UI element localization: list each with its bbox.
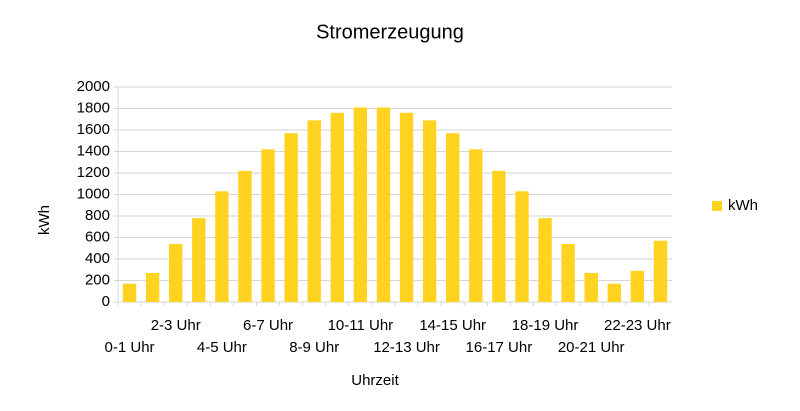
bar: [169, 243, 183, 302]
y-tick-label: 800: [85, 207, 110, 224]
bar: [515, 191, 529, 302]
x-tick-label: 20-21 Uhr: [558, 339, 625, 356]
bar: [215, 191, 229, 302]
bar: [122, 283, 137, 302]
y-tick-label: 1200: [77, 164, 110, 181]
x-tick-label: 0-1 Uhr: [105, 339, 155, 356]
bar: [538, 218, 552, 302]
y-tick-label: 400: [85, 250, 110, 267]
bar: [561, 243, 575, 302]
x-tick-label: 2-3 Uhr: [151, 317, 201, 334]
bar: [376, 107, 391, 302]
bar: [492, 170, 506, 302]
y-tick-label: 0: [102, 293, 110, 310]
bar: [145, 272, 160, 302]
bar: [469, 149, 483, 302]
y-tick-label: 200: [85, 271, 110, 288]
bar: [446, 133, 460, 302]
y-tick-label: 1400: [77, 142, 110, 159]
y-tick-label: 600: [85, 228, 110, 245]
bar: [238, 170, 252, 302]
bar: [353, 107, 368, 302]
x-tick-label: 6-7 Uhr: [243, 317, 293, 334]
x-tick-label: 4-5 Uhr: [197, 339, 247, 356]
bar: [307, 120, 321, 302]
bar: [584, 272, 598, 302]
x-tick-label: 22-23 Uhr: [604, 317, 671, 334]
chart-title: Stromerzeugung: [316, 21, 464, 43]
bar: [422, 120, 437, 302]
bar: [192, 218, 206, 302]
bar: [653, 240, 668, 302]
bar: [607, 283, 621, 302]
y-tick-label: 2000: [77, 78, 110, 95]
bar: [284, 133, 298, 302]
x-tick-label: 14-15 Uhr: [419, 317, 486, 334]
x-tick-label: 16-17 Uhr: [466, 339, 533, 356]
bar: [399, 112, 414, 302]
x-tick-label: 10-11 Uhr: [328, 317, 394, 334]
legend-swatch: [712, 201, 722, 211]
y-axis-title: kWh: [36, 205, 53, 235]
x-tick-label: 18-19 Uhr: [512, 317, 579, 334]
y-tick-label: 1800: [77, 99, 110, 116]
x-axis-title: Uhrzeit: [351, 372, 399, 389]
y-tick-label: 1000: [77, 185, 110, 202]
legend-label: kWh: [728, 197, 758, 214]
x-tick-label: 8-9 Uhr: [289, 339, 339, 356]
bar: [261, 149, 275, 302]
bar: [630, 270, 645, 302]
bar: [330, 112, 344, 302]
x-tick-label: 12-13 Uhr: [373, 339, 440, 356]
y-tick-label: 1600: [77, 121, 110, 138]
